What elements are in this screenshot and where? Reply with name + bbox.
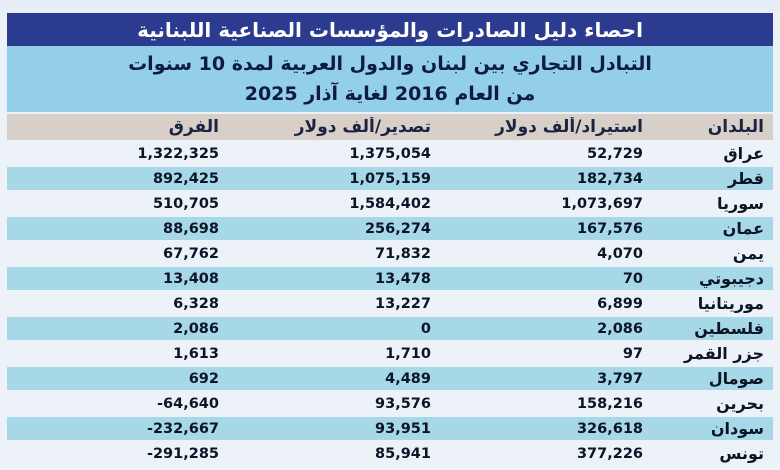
diff-cell: 892,425	[152, 170, 219, 187]
table-row: فلسطين 2,086 0 2,086	[7, 317, 773, 340]
import-cell: 52,729	[587, 145, 643, 162]
diff-cell: 6,328	[173, 295, 219, 312]
table-row: عراق 52,729 1,375,054 1,322,325	[7, 142, 773, 165]
country-cell: بحرين	[716, 394, 764, 413]
country-cell: سودان	[710, 419, 764, 438]
table-row: تونس 377,226 85,941 -291,285	[7, 442, 773, 465]
diff-cell: 88,698	[163, 220, 219, 237]
diff-cell: 13,408	[163, 270, 219, 287]
table-row: موريتانيا 6,899 13,227 6,328	[7, 292, 773, 315]
export-cell: 1,075,159	[349, 170, 431, 187]
country-cell: جزر القمر	[684, 344, 764, 363]
table-row: قطر 182,734 1,075,159 892,425	[7, 167, 773, 190]
column-header-export: تصدير/ألف دولار	[294, 117, 431, 137]
import-cell: 167,576	[576, 220, 643, 237]
export-cell: 1,584,402	[349, 195, 431, 212]
table-row: عمان 167,576 256,274 88,698	[7, 217, 773, 240]
diff-cell: 1,322,325	[137, 145, 219, 162]
column-header-diff: الفرق	[168, 117, 219, 137]
table-row: بحرين 158,216 93,576 -64,640	[7, 392, 773, 415]
diff-cell: -291,285	[146, 445, 219, 462]
import-cell: 2,086	[597, 320, 643, 337]
export-cell: 1,375,054	[349, 145, 431, 162]
export-cell: 13,478	[375, 270, 431, 287]
export-cell: 0	[420, 320, 431, 337]
export-cell: 85,941	[375, 445, 431, 462]
subtitle-band: التبادل التجاري بين لبنان والدول العربية…	[7, 46, 773, 112]
export-cell: 71,832	[375, 245, 431, 262]
import-cell: 158,216	[576, 395, 643, 412]
export-cell: 93,951	[375, 420, 431, 437]
country-cell: دجيبوتي	[698, 269, 764, 288]
export-cell: 1,710	[385, 345, 431, 362]
country-cell: عراق	[723, 144, 764, 163]
country-cell: تونس	[719, 444, 764, 463]
column-header-import: استيراد/ألف دولار	[495, 117, 643, 137]
table-row: سوريا 1,073,697 1,584,402 510,705	[7, 192, 773, 215]
country-cell: فلسطين	[694, 319, 764, 338]
import-cell: 1,073,697	[561, 195, 643, 212]
country-cell: قطر	[727, 169, 764, 188]
country-cell: عمان	[722, 219, 764, 238]
table-row: جزر القمر 97 1,710 1,613	[7, 342, 773, 365]
import-cell: 97	[622, 345, 643, 362]
export-cell: 93,576	[375, 395, 431, 412]
export-cell: 4,489	[385, 370, 431, 387]
country-cell: سوريا	[717, 194, 764, 213]
diff-cell: 67,762	[163, 245, 219, 262]
export-cell: 256,274	[364, 220, 431, 237]
subtitle-line1: التبادل التجاري بين لبنان والدول العربية…	[128, 53, 652, 75]
table-row: صومال 3,797 4,489 692	[7, 367, 773, 390]
import-cell: 3,797	[597, 370, 643, 387]
page-title: احصاء دليل الصادرات والمؤسسات الصناعية ا…	[137, 17, 643, 42]
title-bar: احصاء دليل الصادرات والمؤسسات الصناعية ا…	[7, 13, 773, 46]
diff-cell: 692	[188, 370, 219, 387]
diff-cell: -64,640	[157, 395, 219, 412]
table-header-row: البلدان استيراد/ألف دولار تصدير/ألف دولا…	[7, 114, 773, 140]
import-cell: 4,070	[597, 245, 643, 262]
country-cell: صومال	[708, 369, 764, 388]
diff-cell: 1,613	[173, 345, 219, 362]
table-row: سودان 326,618 93,951 -232,667	[7, 417, 773, 440]
country-cell: يمن	[732, 244, 764, 263]
import-cell: 377,226	[576, 445, 643, 462]
diff-cell: 2,086	[173, 320, 219, 337]
column-header-country: البلدان	[707, 117, 764, 137]
import-cell: 70	[622, 270, 643, 287]
import-cell: 326,618	[576, 420, 643, 437]
subtitle-line2: من العام 2016 لغاية آذار 2025	[244, 83, 536, 105]
table-row: يمن 4,070 71,832 67,762	[7, 242, 773, 265]
import-cell: 182,734	[576, 170, 643, 187]
import-cell: 6,899	[597, 295, 643, 312]
table-row: دجيبوتي 70 13,478 13,408	[7, 267, 773, 290]
diff-cell: -232,667	[146, 420, 219, 437]
top-strip	[0, 0, 780, 13]
export-cell: 13,227	[375, 295, 431, 312]
country-cell: موريتانيا	[697, 294, 764, 313]
diff-cell: 510,705	[152, 195, 219, 212]
